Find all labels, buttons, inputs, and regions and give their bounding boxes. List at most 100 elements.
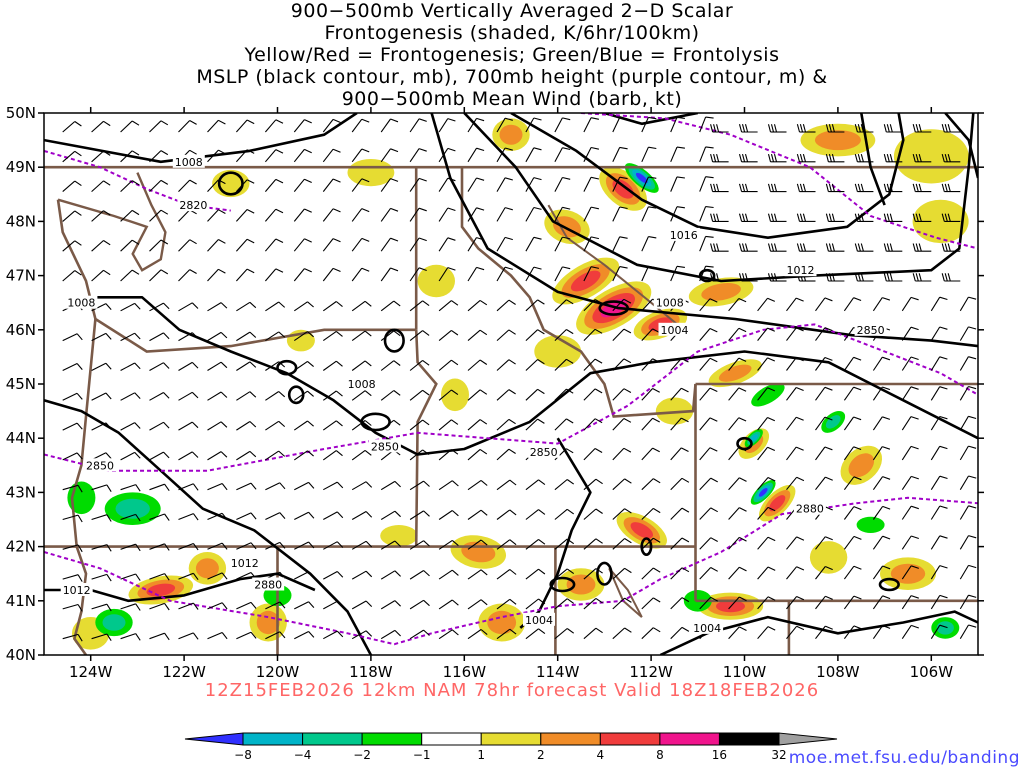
wind-barb <box>525 299 538 312</box>
wind-barb-feather <box>767 536 776 542</box>
source-url: moe.met.fsu.edu/banding <box>788 748 1020 768</box>
wind-barb <box>959 296 969 312</box>
wind-barb-feather <box>476 207 485 211</box>
wind-barb-feather <box>648 265 657 269</box>
wind-barb <box>612 418 625 431</box>
wind-barb <box>236 631 252 640</box>
wind-barb-feather <box>854 183 858 192</box>
wind-barb-feather <box>562 117 571 121</box>
wind-barb-feather <box>716 124 720 133</box>
wind-barb-feather <box>304 268 312 273</box>
map-axes: 50N 49N 48N 47N 46N 45N 44N 43N 42N 41N 40N 124W 122… <box>6 104 984 681</box>
wind-barb-feather <box>705 206 714 209</box>
wind-barb <box>699 447 711 461</box>
wind-barb <box>815 297 826 312</box>
wind-barb <box>438 389 452 401</box>
wind-barb-feather <box>451 449 459 455</box>
wind-barb-feather <box>508 329 516 335</box>
wind-barb-feather <box>713 273 717 282</box>
wind-barb <box>149 120 162 133</box>
wind-barb <box>91 514 108 521</box>
wind-barb <box>670 417 682 431</box>
wind-barb <box>178 572 194 580</box>
wind-barb-feather <box>76 452 83 460</box>
wind-barb <box>322 208 334 222</box>
wind-barb-feather <box>562 236 571 240</box>
wind-barb-feather <box>447 267 456 271</box>
wind-barb-feather <box>562 147 571 151</box>
wind-barb <box>641 478 654 491</box>
wind-barb-feather <box>220 451 228 458</box>
wind-barb-feather <box>619 116 628 120</box>
wind-barb-feather <box>767 626 776 631</box>
lat-label: 47N <box>6 267 36 285</box>
wind-barb-feather <box>160 269 169 275</box>
wind-barb <box>612 447 625 461</box>
wind-barb <box>62 574 79 580</box>
wind-barb-feather <box>131 209 140 216</box>
wind-barb-feather <box>537 388 545 395</box>
wind-barb <box>583 508 597 520</box>
wind-barb-feather <box>361 237 370 242</box>
mslp-contour <box>430 113 978 348</box>
wind-barb <box>62 240 76 252</box>
wind-barb <box>265 361 280 371</box>
wind-barb <box>612 597 625 610</box>
wind-barb-feather <box>479 448 488 455</box>
wind-barb <box>62 150 76 163</box>
wind-barb <box>120 180 133 192</box>
wind-barb <box>641 146 649 163</box>
wind-barb-feather <box>164 483 170 492</box>
wind-barb-feather <box>451 569 459 576</box>
wind-barb <box>380 419 395 431</box>
wind-barb-feather <box>709 447 718 452</box>
wind-barb <box>120 513 136 521</box>
wind-barb-feather <box>509 569 517 575</box>
wind-barb <box>930 595 941 610</box>
wind-barb-feather <box>738 124 743 133</box>
wind-barb-feather <box>882 297 891 301</box>
wind-barb-feather <box>246 179 255 184</box>
mslp-label: 1008 <box>345 377 378 391</box>
wind-barb-feather <box>802 213 807 222</box>
wind-barb-feather <box>364 449 372 456</box>
wind-barb <box>815 416 826 431</box>
mslp-label-text: 1008 <box>67 297 95 310</box>
height-label-text: 2880 <box>796 503 824 516</box>
wind-barb <box>409 330 423 342</box>
wind-barb <box>496 266 506 282</box>
wind-barb <box>525 418 538 431</box>
wind-barb <box>843 595 855 610</box>
wind-barb <box>235 149 248 163</box>
wind-barb <box>757 566 769 580</box>
wind-barb <box>120 543 136 550</box>
wind-barb <box>207 602 223 610</box>
wind-barb <box>525 237 535 252</box>
wind-barb-feather <box>915 153 919 162</box>
frontogenesis-area <box>417 264 455 298</box>
mslp-label: 1008 <box>653 295 686 310</box>
wind-barb <box>351 330 366 342</box>
frontogenesis-area <box>630 522 654 539</box>
wind-barb <box>380 510 396 520</box>
wind-barb <box>699 328 711 341</box>
wind-barb <box>815 476 826 491</box>
wind-barb-feather <box>423 540 430 547</box>
wind-barb <box>438 207 449 222</box>
wind-barb-feather <box>623 328 632 334</box>
lat-label: 48N <box>6 212 36 230</box>
wind-barb <box>294 511 309 520</box>
wind-barb <box>959 326 969 341</box>
wind-barb-feather <box>889 273 893 282</box>
wind-barb-feather <box>889 183 893 192</box>
wind-barb <box>699 477 712 491</box>
wind-barb-feather <box>738 297 747 303</box>
wind-barb-feather <box>278 420 286 428</box>
wind-barb <box>786 416 797 431</box>
wind-barb-feather <box>451 300 459 306</box>
wind-barb <box>728 596 740 610</box>
wind-barb <box>351 449 366 461</box>
wind-barb-feather <box>681 537 690 543</box>
frontogenesis-area <box>499 124 523 145</box>
wind-barb <box>930 296 941 312</box>
